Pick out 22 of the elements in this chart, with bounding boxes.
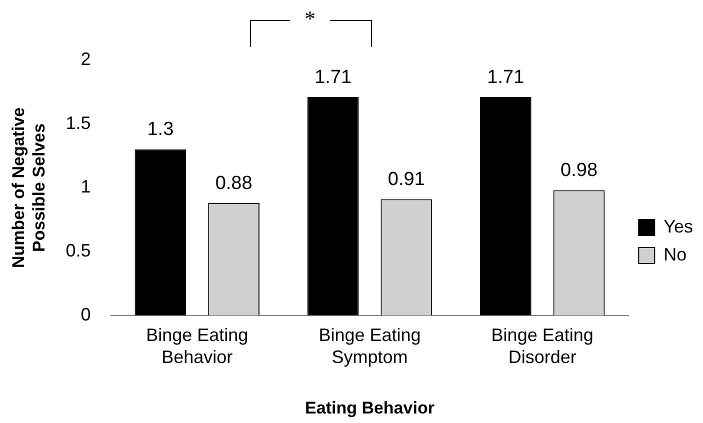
bar	[307, 97, 359, 316]
data-label: 1.3	[147, 119, 174, 140]
x-tick-label: Binge Eating Disorder	[491, 325, 594, 367]
y-tick-label: 2	[80, 48, 91, 69]
legend-label: No	[664, 244, 687, 264]
data-label: 0.91	[388, 168, 425, 190]
y-tick-label: 1.5	[66, 112, 91, 133]
x-tick-label: Binge Eating Behavior	[146, 325, 248, 367]
y-tick-label: 1	[80, 176, 91, 197]
bar	[480, 97, 532, 316]
x-axis-title: Eating Behavior	[305, 398, 435, 418]
y-tick-label: 0	[80, 304, 91, 324]
data-label: 1.71	[314, 66, 352, 88]
x-tick-label: Binge Eating Symptom	[318, 325, 421, 367]
data-label: 0.88	[215, 172, 252, 194]
legend-label: Yes	[664, 216, 694, 236]
data-label: 1.71	[487, 66, 524, 88]
data-label: 0.98	[560, 160, 598, 181]
y-axis-title: Number of Negative Possible Selves	[8, 107, 48, 268]
y-tick-label: 0.5	[66, 240, 91, 261]
bar	[134, 149, 186, 316]
text: *	[290, 6, 330, 32]
